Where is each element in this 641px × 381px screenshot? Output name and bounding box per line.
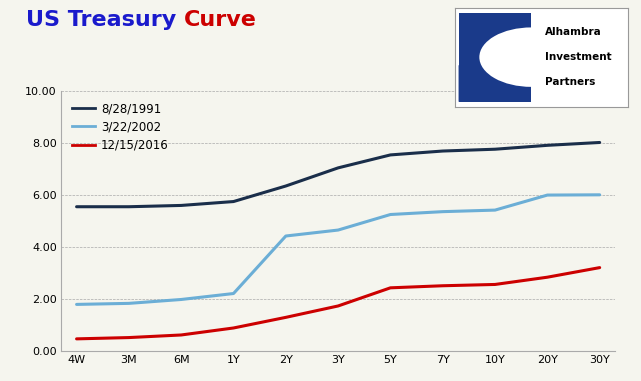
Legend: 8/28/1991, 3/22/2002, 12/15/2016: 8/28/1991, 3/22/2002, 12/15/2016 (67, 97, 174, 157)
Text: US Treasury: US Treasury (26, 10, 183, 29)
FancyBboxPatch shape (458, 13, 531, 102)
Circle shape (479, 27, 583, 87)
Text: Alhambra: Alhambra (545, 27, 602, 37)
Text: Curve: Curve (183, 10, 256, 29)
Text: Partners: Partners (545, 77, 595, 87)
Text: Investment: Investment (545, 52, 612, 62)
Polygon shape (458, 65, 499, 102)
